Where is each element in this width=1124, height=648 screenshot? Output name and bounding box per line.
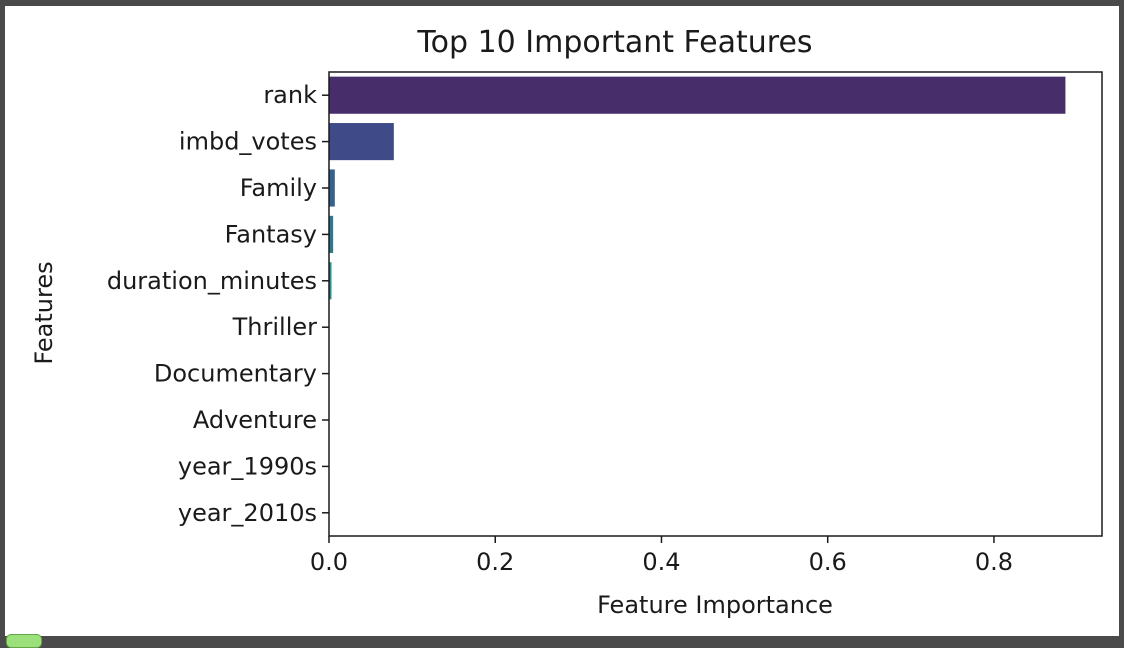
x-axis-label: Feature Importance bbox=[597, 591, 833, 619]
x-tick-label: 0.6 bbox=[809, 548, 847, 576]
feature-importance-chart: Top 10 Important Features Feature Import… bbox=[5, 6, 1119, 636]
y-tick-label: Family bbox=[240, 174, 317, 202]
y-tick-label: duration_minutes bbox=[107, 267, 317, 295]
y-tick-label: year_2010s bbox=[178, 499, 317, 527]
y-ticks-group: rank imbd_votes Family Fantasy duration_minu… bbox=[107, 81, 329, 527]
x-tick-label: 0.8 bbox=[975, 548, 1013, 576]
x-tick-label: 0.0 bbox=[310, 548, 348, 576]
y-tick-label: Fantasy bbox=[225, 220, 317, 248]
y-tick-label: Documentary bbox=[154, 360, 317, 388]
y-tick-label: year_1990s bbox=[178, 452, 317, 480]
x-ticks-group: 0.0 0.2 0.4 0.6 0.8 bbox=[310, 536, 1013, 576]
bar-rank bbox=[329, 77, 1065, 114]
y-tick-label: imbd_votes bbox=[179, 128, 317, 156]
y-tick-label: Thriller bbox=[232, 313, 318, 341]
x-tick-label: 0.2 bbox=[476, 548, 514, 576]
plot-area-border bbox=[329, 72, 1102, 536]
x-tick-label: 0.4 bbox=[642, 548, 680, 576]
bar-imbd-votes bbox=[329, 123, 394, 160]
bar-family bbox=[329, 169, 335, 206]
chart-title: Top 10 Important Features bbox=[416, 25, 812, 60]
y-axis-label: Features bbox=[30, 261, 58, 364]
status-badge bbox=[6, 634, 42, 648]
y-tick-label: rank bbox=[263, 81, 317, 109]
y-tick-label: Adventure bbox=[193, 406, 317, 434]
bars-group bbox=[329, 77, 1065, 532]
chart-frame: Top 10 Important Features Feature Import… bbox=[5, 6, 1119, 636]
